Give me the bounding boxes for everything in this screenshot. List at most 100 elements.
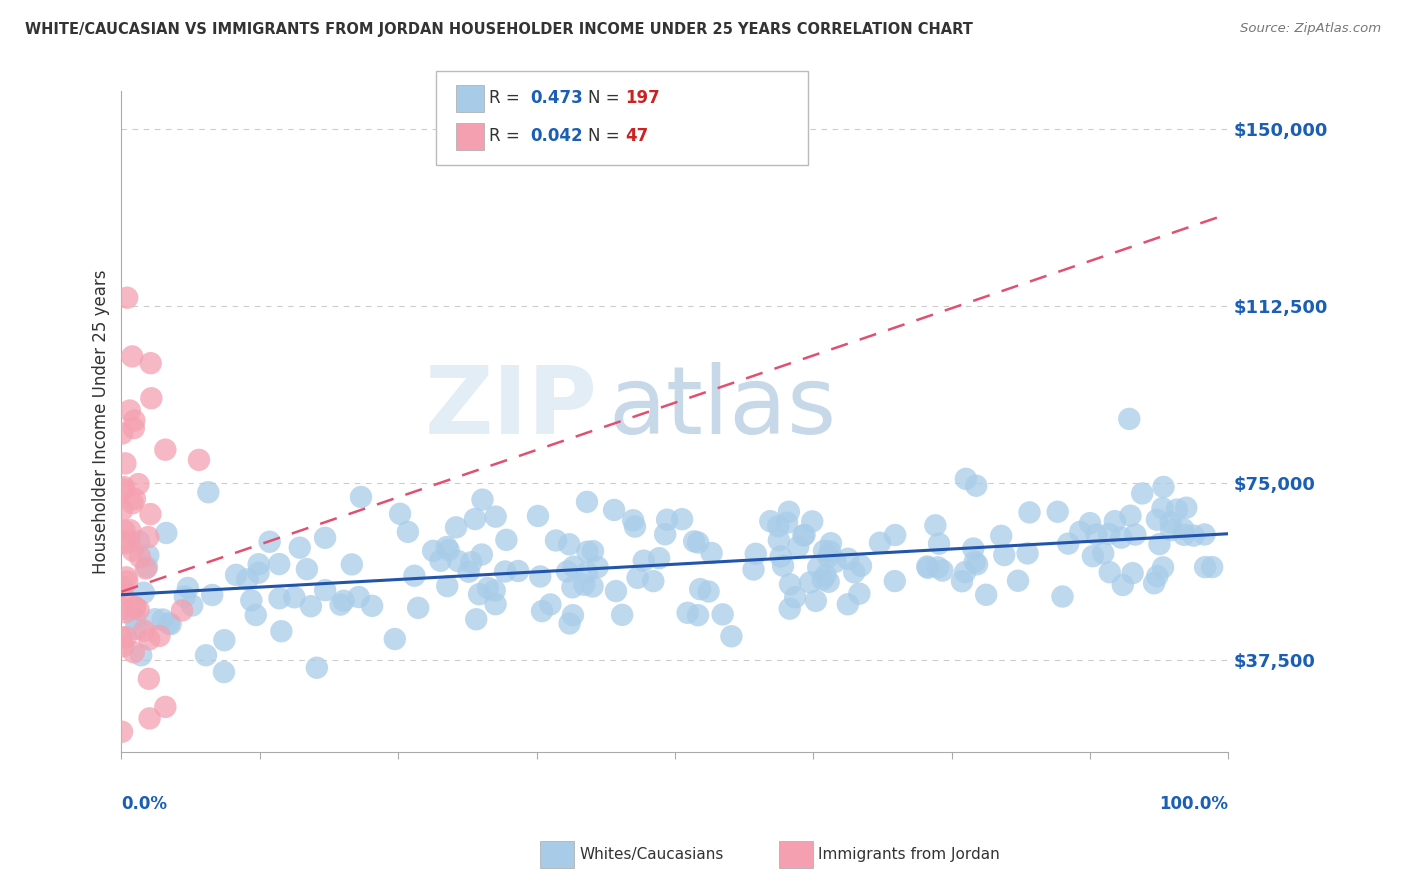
Point (963, 555, 986, 569)
Point (610, 607, 633, 622)
Point (1146, 513, 1168, 527)
Point (125, 622, 148, 636)
Point (214, 633, 236, 648)
Point (111, 426, 134, 441)
Point (247, 566, 270, 580)
Point (711, 607, 734, 622)
Point (561, 580, 583, 594)
Point (624, 519, 647, 533)
Point (799, 575, 821, 590)
Point (779, 577, 801, 591)
Point (928, 537, 950, 551)
Point (792, 528, 814, 542)
Point (990, 529, 1012, 543)
Point (1194, 560, 1216, 574)
Point (155, 525, 177, 540)
Point (270, 624, 292, 639)
Point (974, 588, 997, 602)
Point (1143, 576, 1166, 591)
Point (111, 503, 134, 517)
Point (155, 442, 177, 457)
Point (136, 548, 159, 562)
Point (1104, 514, 1126, 528)
Point (953, 565, 976, 579)
Point (742, 562, 765, 576)
Point (1160, 523, 1182, 537)
Text: R =: R = (489, 89, 526, 107)
Point (576, 495, 599, 509)
Point (173, 590, 195, 604)
Point (849, 558, 872, 573)
Point (347, 590, 370, 604)
Point (134, 624, 156, 638)
Point (768, 533, 790, 548)
Point (759, 514, 782, 528)
Point (155, 700, 177, 714)
Point (1098, 566, 1121, 580)
Point (917, 561, 939, 575)
Point (269, 591, 291, 606)
Point (350, 490, 373, 504)
Point (332, 593, 354, 607)
Text: atlas: atlas (609, 362, 837, 454)
Point (259, 534, 281, 549)
Point (121, 350, 143, 364)
Point (471, 492, 494, 507)
Point (574, 578, 596, 592)
Point (295, 562, 318, 576)
Point (152, 612, 174, 626)
Point (605, 584, 627, 599)
Point (720, 629, 742, 643)
Point (848, 587, 870, 601)
Point (314, 531, 336, 545)
Point (1182, 528, 1205, 542)
Point (686, 608, 709, 623)
Point (389, 507, 412, 521)
Point (769, 549, 792, 564)
Point (648, 551, 671, 566)
Point (136, 530, 159, 544)
Text: N =: N = (588, 89, 624, 107)
Point (201, 588, 224, 602)
Point (484, 583, 506, 598)
Point (464, 512, 486, 526)
Point (122, 421, 145, 435)
Point (135, 561, 157, 575)
Point (1052, 590, 1074, 604)
Point (671, 512, 693, 526)
Point (529, 569, 551, 583)
Point (807, 560, 830, 574)
Point (582, 544, 605, 558)
Point (576, 544, 599, 558)
Point (884, 528, 907, 542)
Point (447, 554, 470, 568)
Text: Source: ZipAtlas.com: Source: ZipAtlas.com (1240, 22, 1381, 36)
Point (495, 533, 517, 547)
Point (779, 601, 801, 615)
Point (1085, 527, 1108, 541)
Point (1194, 527, 1216, 541)
Point (181, 599, 204, 613)
Point (1153, 480, 1175, 494)
Point (776, 516, 799, 530)
Point (122, 645, 145, 659)
Text: R =: R = (489, 128, 526, 145)
Point (576, 565, 599, 579)
Point (212, 665, 235, 679)
Point (1069, 524, 1091, 539)
Point (1081, 549, 1104, 564)
Point (120, 523, 142, 537)
Text: Whites/Caucasians: Whites/Caucasians (579, 847, 724, 862)
Point (141, 391, 163, 405)
Point (117, 574, 139, 589)
Point (787, 540, 810, 554)
Point (700, 546, 723, 560)
Point (538, 598, 561, 612)
Point (1017, 546, 1039, 560)
Text: 47: 47 (626, 128, 650, 145)
Point (329, 598, 352, 612)
Point (1123, 527, 1146, 541)
Point (124, 600, 146, 615)
Text: 0.0%: 0.0% (121, 795, 167, 813)
Point (404, 568, 426, 582)
